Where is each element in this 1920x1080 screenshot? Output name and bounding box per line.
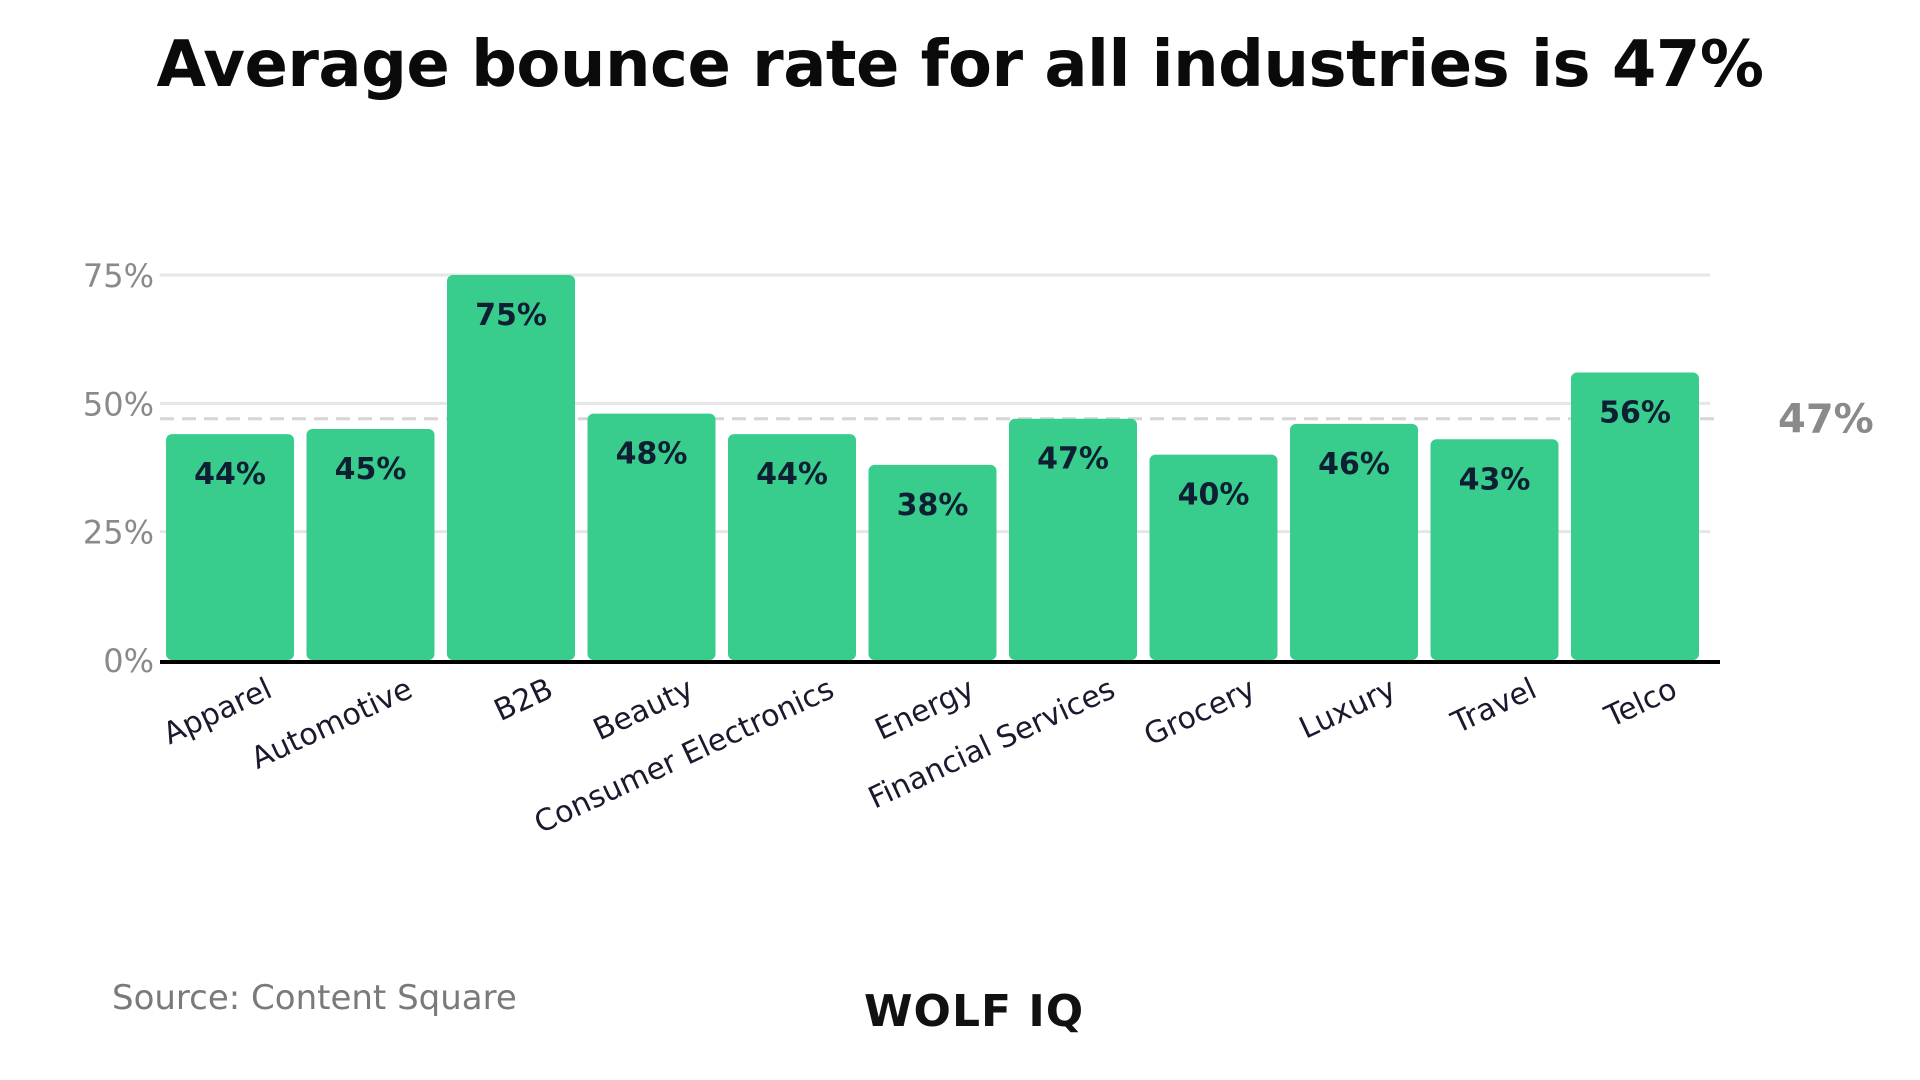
category-label: B2B <box>489 672 558 729</box>
category-label: Energy <box>870 672 980 748</box>
bar-financial-services <box>1009 418 1137 660</box>
bars <box>166 275 1699 660</box>
bar-apparel <box>166 434 294 660</box>
data-label: 44% <box>194 457 266 492</box>
data-label: 38% <box>897 488 969 523</box>
bar-energy <box>868 464 997 660</box>
bar-telco <box>1571 372 1699 660</box>
wolf-iq-logo: WOLF IQ <box>864 986 1085 1037</box>
bar-consumer-electronics <box>728 434 856 660</box>
bar-b2b <box>447 275 575 660</box>
data-label: 45% <box>335 452 407 487</box>
source-note: Source: Content Square <box>112 978 517 1018</box>
y-tick-label: 0% <box>103 642 154 680</box>
bar-luxury <box>1290 423 1418 660</box>
category-label: Telco <box>1599 672 1683 736</box>
data-label: 75% <box>475 298 547 333</box>
category-label: Financial Services <box>863 672 1120 817</box>
average-reference-label: 47% <box>1778 397 1874 443</box>
bar-automotive <box>306 429 435 660</box>
data-label: 46% <box>1318 447 1390 482</box>
category-label: Travel <box>1445 672 1542 742</box>
bar-travel <box>1430 439 1559 660</box>
data-label: 43% <box>1459 462 1531 497</box>
data-label: 56% <box>1599 396 1671 431</box>
y-tick-label: 50% <box>83 385 154 423</box>
bar-grocery <box>1149 454 1278 660</box>
data-label: 47% <box>1037 442 1109 477</box>
category-label: Grocery <box>1139 672 1261 754</box>
chart-title: Average bounce rate for all industries i… <box>156 28 1764 102</box>
data-label: 40% <box>1178 478 1250 513</box>
y-tick-label: 75% <box>83 257 154 295</box>
category-label: Automotive <box>246 672 418 777</box>
y-tick-label: 25% <box>83 514 154 552</box>
category-label: Luxury <box>1294 672 1401 747</box>
bar-beauty <box>587 413 716 660</box>
category-label: Beauty <box>588 672 699 748</box>
data-label: 44% <box>756 457 828 492</box>
data-label: 48% <box>616 437 688 472</box>
